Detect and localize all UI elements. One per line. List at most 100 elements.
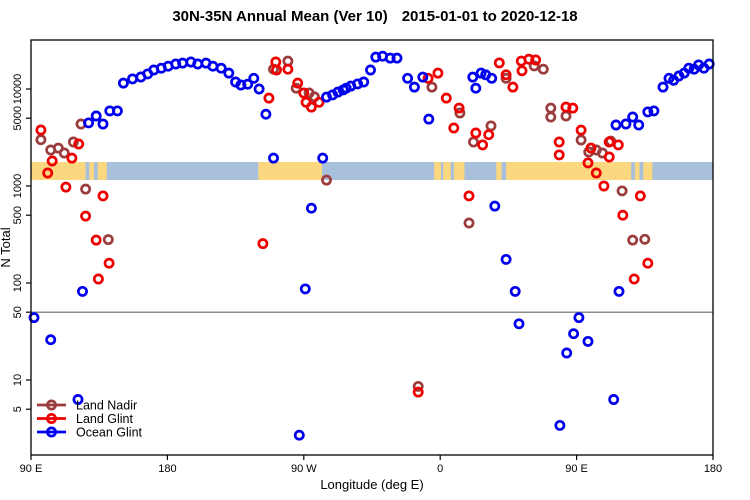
data-point-land-glint [66, 152, 78, 164]
data-point-land-glint [628, 273, 640, 285]
legend-marker-circle [46, 426, 57, 438]
data-point-land-glint [493, 57, 505, 69]
x-tick-label: 180 [704, 463, 722, 475]
data-point-ocean-glint [703, 58, 715, 70]
data-point-land-glint [477, 139, 489, 151]
data-point-ocean-glint [423, 113, 435, 125]
data-point-land-nadir [67, 136, 79, 148]
data-point-ocean-glint [365, 64, 376, 76]
data-point-ocean-glint [260, 108, 272, 120]
data-point-land-nadir [616, 185, 628, 197]
data-point-land-nadir [102, 234, 114, 246]
data-point-land-glint [292, 77, 304, 89]
data-point-ocean-glint [610, 119, 622, 131]
data-point-ocean-glint [627, 111, 639, 123]
data-point-land-glint [470, 127, 482, 139]
map-band-land [31, 162, 86, 180]
data-point-land-nadir [639, 233, 651, 245]
data-point-land-glint [440, 92, 452, 104]
data-point-land-glint [500, 69, 512, 81]
data-point-ocean-glint [111, 105, 123, 117]
data-point-land-glint [453, 102, 465, 114]
data-point-land-glint [263, 92, 275, 104]
data-point-ocean-glint [242, 78, 254, 90]
data-point-ocean-glint [573, 312, 585, 324]
chart-title: 30N-35N Annual Mean (Ver 10) 2015-01-01 t… [0, 8, 750, 25]
data-point-land-glint [463, 190, 475, 202]
data-point-ocean-glint [90, 110, 102, 122]
data-point-ocean-glint [470, 82, 482, 94]
data-point-land-nadir [80, 183, 92, 195]
data-point-land-nadir [468, 136, 479, 148]
data-point-land-glint [603, 136, 615, 148]
x-tick-label: 90 E [20, 463, 43, 475]
data-point-land-nadir [412, 380, 424, 392]
data-point-land-glint [553, 149, 565, 161]
data-point-ocean-glint [268, 152, 279, 164]
data-point-ocean-glint [45, 334, 57, 346]
chart-title-dates: 2015-01-01 to 2020-12-18 [401, 8, 578, 25]
data-point-ocean-glint [620, 118, 632, 130]
data-point-land-glint [598, 180, 610, 192]
data-point-land-glint [585, 142, 597, 154]
map-band-land [496, 162, 502, 180]
data-point-land-nadir [485, 120, 497, 132]
data-point-ocean-glint [554, 419, 566, 431]
data-point-ocean-glint [253, 83, 265, 95]
data-point-ocean-glint [127, 73, 138, 85]
data-point-land-nadir [463, 217, 475, 229]
data-point-land-glint [516, 65, 528, 77]
data-point-land-nadir [560, 110, 572, 122]
y-tick-label: 1000 [12, 174, 24, 198]
data-point-ocean-glint [384, 52, 396, 64]
data-point-ocean-glint [391, 52, 403, 64]
data-point-land-nadir [35, 134, 47, 146]
data-point-land-glint [46, 155, 58, 167]
data-point-land-glint [298, 87, 310, 99]
data-point-land-glint [617, 209, 629, 221]
data-point-land-nadir [426, 81, 438, 93]
legend-label: Land Nadir [76, 399, 137, 413]
y-tick-label: 10 [12, 374, 24, 386]
data-point-land-glint [97, 190, 109, 202]
x-tick-label: 90 E [565, 463, 588, 475]
x-axis-label: Longitude (deg E) [320, 477, 423, 492]
legend-label: Ocean Glint [76, 426, 143, 440]
data-point-ocean-glint [293, 429, 305, 441]
data-point-ocean-glint [28, 312, 40, 324]
data-point-land-glint [412, 386, 424, 398]
data-point-land-glint [603, 151, 615, 163]
data-point-ocean-glint [77, 285, 88, 297]
data-point-land-glint [313, 96, 325, 108]
data-point-land-glint [567, 102, 579, 114]
data-point-ocean-glint [177, 57, 189, 69]
map-band-land [643, 162, 653, 180]
data-point-ocean-glint [72, 394, 84, 405]
data-point-land-glint [483, 129, 495, 141]
data-point-land-glint [257, 238, 269, 250]
data-point-land-nadir [528, 60, 540, 72]
data-point-land-nadir [537, 63, 549, 75]
legend-marker-circle [46, 413, 57, 424]
data-point-land-nadir [58, 147, 70, 159]
data-point-ocean-glint [648, 105, 660, 117]
map-band-land [258, 162, 322, 180]
y-tick-label: 10000 [12, 74, 24, 105]
data-point-ocean-glint [486, 72, 498, 84]
chart-title-main: 30N-35N Annual Mean (Ver 10) [172, 8, 388, 25]
data-point-ocean-glint [215, 62, 227, 74]
data-point-ocean-glint [352, 78, 364, 90]
data-point-ocean-glint [192, 58, 204, 70]
data-point-land-nadir [545, 102, 557, 114]
data-point-ocean-glint [402, 72, 414, 84]
data-point-land-nadir [290, 82, 302, 94]
data-point-ocean-glint [683, 62, 695, 74]
data-point-ocean-glint [317, 152, 329, 164]
data-point-land-glint [42, 167, 54, 179]
data-point-land-glint [530, 54, 542, 66]
y-tick-label: 5000 [12, 106, 24, 130]
map-band-land [89, 162, 94, 180]
data-point-land-glint [507, 81, 519, 93]
data-point-land-glint [448, 122, 460, 134]
